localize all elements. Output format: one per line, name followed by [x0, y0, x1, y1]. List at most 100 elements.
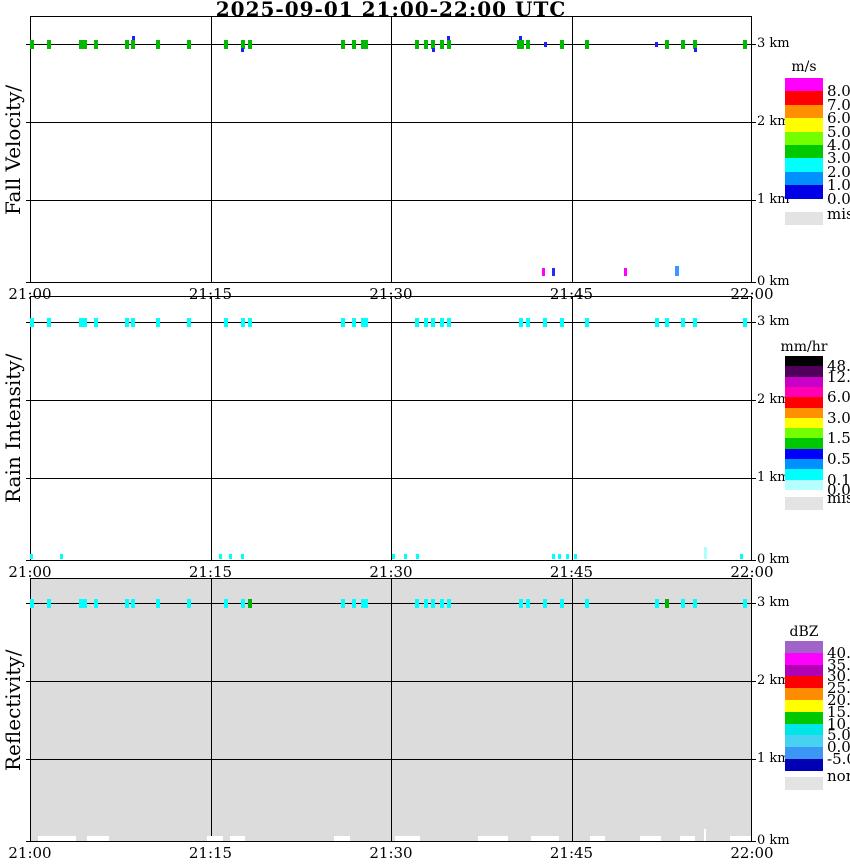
axis-tick	[752, 44, 756, 45]
gridline-vertical	[391, 16, 392, 283]
data-mark	[654, 317, 659, 327]
data-mark	[415, 317, 420, 327]
colorbar-label: 1.5	[827, 429, 850, 448]
axis-tick	[752, 841, 756, 842]
colorbar-segment	[785, 386, 823, 398]
data-mark	[664, 317, 669, 327]
rain-missing-label: miss	[827, 489, 850, 507]
axis-tick	[26, 560, 30, 561]
colorbar-segment	[785, 652, 823, 666]
data-mark	[361, 598, 369, 608]
data-mark	[431, 317, 436, 327]
data-mark	[155, 317, 160, 327]
data-mark	[551, 268, 555, 276]
data-mark	[125, 39, 130, 49]
data-mark	[224, 317, 229, 327]
data-mark	[446, 317, 451, 327]
colorbar-label: 4.0	[827, 136, 850, 154]
y-km-label: 1 km	[757, 470, 790, 485]
colorbar-label: 0.5	[827, 450, 850, 468]
colorbar-segment	[785, 91, 823, 106]
data-mark	[186, 39, 191, 49]
data-mark	[240, 39, 245, 49]
x-tick-label: 21:45	[549, 285, 594, 303]
gridline-horizontal	[30, 122, 752, 123]
velocity-missing-label: miss	[827, 205, 850, 223]
axis-tick	[752, 560, 756, 561]
axis-tick	[752, 681, 756, 682]
data-mark	[125, 317, 130, 327]
data-mark	[78, 598, 83, 608]
data-mark	[240, 598, 245, 608]
data-mark	[224, 598, 229, 608]
data-mark	[47, 39, 52, 49]
colorbar-label: 48.0	[827, 357, 850, 376]
colorbar-label: 3.0	[827, 149, 850, 168]
colorbar-label: 6.0	[827, 388, 850, 407]
reflectivity-none-swatch	[785, 777, 823, 790]
data-mark	[248, 598, 253, 608]
data-mark	[94, 598, 99, 608]
data-mark	[78, 317, 83, 327]
colorbar-segment	[785, 759, 823, 772]
data-mark	[30, 598, 35, 608]
data-mark	[415, 598, 420, 608]
data-mark	[155, 598, 160, 608]
data-mark	[155, 39, 160, 49]
y-km-label: 3 km	[757, 595, 790, 610]
data-mark	[543, 41, 547, 47]
data-mark	[446, 39, 451, 49]
x-tick-label: 21:30	[369, 285, 413, 303]
axis-tick	[752, 322, 756, 323]
colorbar-label: 7.0	[827, 95, 850, 114]
x-tick-label: 21:30	[369, 563, 413, 581]
data-mark	[693, 39, 698, 49]
data-mark	[351, 317, 356, 327]
no-data-bar	[679, 836, 696, 841]
axis-tick	[752, 282, 756, 283]
colorbar-segment	[785, 735, 823, 748]
colorbar-label: 6.0	[827, 109, 850, 128]
colorbar-segment	[785, 676, 823, 689]
data-mark	[693, 598, 698, 608]
data-mark	[423, 39, 428, 49]
colorbar-label: 1.0	[827, 176, 850, 195]
data-mark	[739, 554, 743, 559]
reflectivity-axis-label: Reflectivity/	[1, 649, 25, 771]
colorbar-label: 3.0	[827, 408, 850, 427]
colorbar-segment	[785, 747, 823, 760]
data-mark	[229, 554, 233, 559]
y-km-label: 3 km	[757, 314, 790, 329]
data-mark	[681, 317, 686, 327]
data-mark	[131, 36, 135, 40]
gridline-vertical	[571, 578, 573, 842]
y-km-label: 0 km	[757, 552, 790, 567]
y-km-label: 0 km	[757, 833, 790, 848]
colorbar-label: -5.0	[827, 750, 850, 768]
data-mark	[423, 317, 428, 327]
data-mark	[681, 598, 686, 608]
data-mark	[415, 39, 420, 49]
data-mark	[557, 554, 561, 559]
data-mark	[83, 317, 88, 327]
colorbar-segment	[785, 397, 823, 409]
colorbar-segment	[785, 641, 823, 654]
x-tick-label: 22:00	[730, 844, 774, 862]
colorbar-segment	[785, 459, 823, 470]
gridline-vertical	[571, 16, 573, 283]
data-mark	[742, 39, 747, 49]
x-tick-label: 21:15	[188, 285, 233, 303]
y-km-label: 1 km	[757, 751, 790, 766]
y-km-label: 2 km	[757, 392, 790, 407]
data-mark	[624, 268, 628, 276]
data-mark	[131, 39, 136, 49]
y-km-label: 2 km	[757, 673, 790, 688]
data-mark	[351, 598, 356, 608]
colorbar-label: 8.0	[827, 82, 850, 101]
no-data-bar	[86, 836, 110, 841]
data-mark	[664, 39, 669, 49]
data-mark	[517, 39, 525, 49]
data-mark	[415, 554, 419, 559]
colorbar-label: 0.0	[827, 480, 850, 499]
colorbar-segment	[785, 145, 823, 159]
